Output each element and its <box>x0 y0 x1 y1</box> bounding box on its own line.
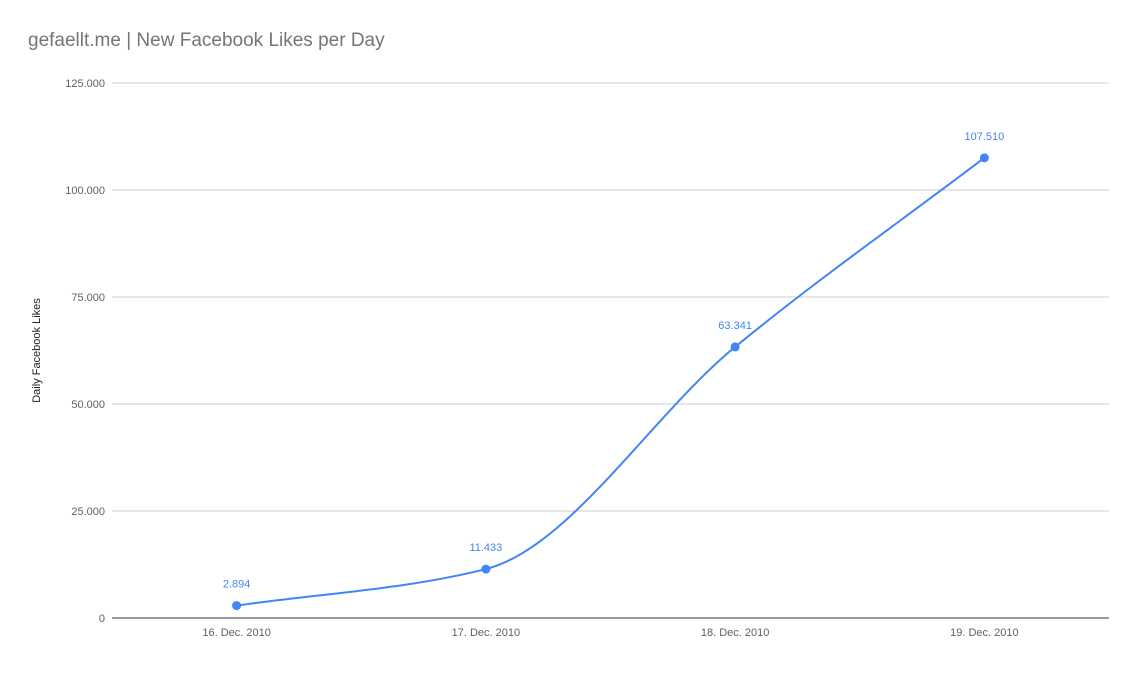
x-tick-label: 19. Dec. 2010 <box>950 627 1019 639</box>
y-tick-label: 50.000 <box>71 399 105 411</box>
gridlines <box>112 82 1109 619</box>
data-point <box>481 564 491 574</box>
y-axis-label: Daily Facebook Likes <box>31 298 43 403</box>
y-tick-label: 0 <box>99 613 105 625</box>
data-label: 11.433 <box>469 542 502 554</box>
x-tick-label: 18. Dec. 2010 <box>701 627 770 639</box>
y-tick-label: 100.000 <box>65 185 105 197</box>
y-tick-label: 25.000 <box>71 506 105 518</box>
y-tick-label: 75.000 <box>71 292 105 304</box>
x-axis-ticks: 16. Dec. 2010 17. Dec. 2010 18. Dec. 2010 1… <box>202 627 1018 639</box>
data-point <box>979 153 989 163</box>
data-labels: 2.894 11.433 63.341 107.510 <box>223 131 1004 591</box>
y-tick-label: 125.000 <box>65 78 105 90</box>
data-point <box>730 342 740 352</box>
data-point <box>232 601 242 611</box>
series-line <box>236 157 985 607</box>
y-axis-ticks: 0 25.000 50.000 75.000 100.000 125.000 <box>65 78 105 625</box>
data-points <box>232 153 989 611</box>
x-tick-label: 17. Dec. 2010 <box>452 627 521 639</box>
data-label: 63.341 <box>718 320 752 332</box>
data-label: 2.894 <box>223 579 251 591</box>
data-label: 107.510 <box>964 131 1004 143</box>
x-tick-label: 16. Dec. 2010 <box>202 627 271 639</box>
chart-title: gefaellt.me | New Facebook Likes per Day <box>28 30 385 51</box>
